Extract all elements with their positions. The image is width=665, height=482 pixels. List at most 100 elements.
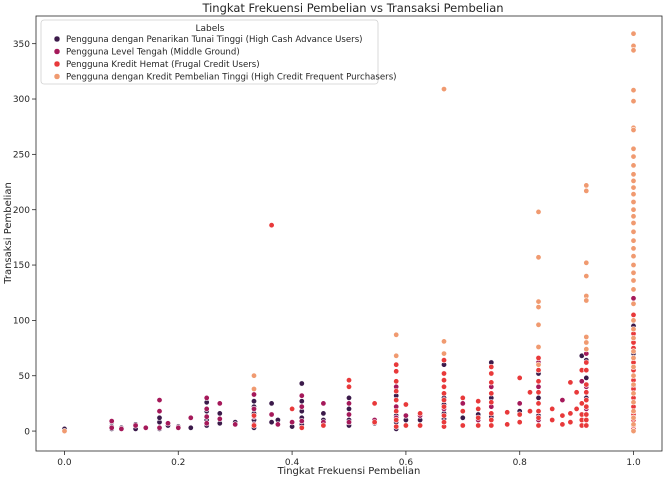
- data-point: [488, 416, 495, 423]
- data-point: [630, 162, 637, 169]
- data-point: [630, 421, 637, 428]
- data-point: [567, 379, 574, 386]
- data-point: [251, 391, 258, 398]
- data-point: [630, 300, 637, 307]
- data-point: [108, 418, 115, 425]
- data-point: [535, 298, 542, 305]
- data-point: [535, 361, 542, 368]
- data-point: [630, 295, 637, 302]
- data-points: [61, 30, 637, 435]
- data-point: [156, 408, 163, 415]
- data-point: [488, 399, 495, 406]
- data-point: [298, 403, 305, 410]
- data-point: [345, 383, 352, 390]
- data-point: [630, 326, 637, 333]
- data-point: [630, 253, 637, 260]
- data-point: [345, 405, 352, 412]
- data-point: [440, 338, 447, 345]
- data-point: [203, 413, 210, 420]
- data-point: [440, 357, 447, 364]
- data-point: [175, 424, 182, 431]
- data-point: [298, 380, 305, 387]
- data-point: [268, 400, 275, 407]
- data-point: [440, 397, 447, 404]
- data-point: [440, 390, 447, 397]
- data-point: [320, 410, 327, 417]
- data-point: [156, 424, 163, 431]
- series-4: [61, 30, 637, 435]
- data-point: [216, 410, 223, 417]
- legend-entries: Pengguna dengan Penarikan Tunai Tinggi (…: [53, 35, 397, 83]
- data-point: [393, 397, 400, 404]
- legend-label: Pengguna Level Tengah (Middle Ground): [66, 48, 240, 58]
- data-point: [630, 399, 637, 406]
- data-point: [156, 397, 163, 404]
- data-point: [393, 416, 400, 423]
- data-point: [289, 419, 296, 426]
- legend-label: Pengguna Kredit Hemat (Frugal Credit Use…: [66, 60, 260, 70]
- data-point: [459, 408, 466, 415]
- data-point: [187, 414, 194, 421]
- data-point: [488, 390, 495, 397]
- data-point: [156, 414, 163, 421]
- data-point: [559, 397, 566, 404]
- y-tick-label: 300: [13, 95, 30, 105]
- data-point: [459, 422, 466, 429]
- data-point: [583, 346, 590, 353]
- data-point: [583, 182, 590, 189]
- data-point: [393, 331, 400, 338]
- data-point: [630, 220, 637, 227]
- data-point: [583, 374, 590, 381]
- data-point: [488, 422, 495, 429]
- data-point: [526, 408, 533, 415]
- data-point: [393, 368, 400, 375]
- y-tick-label: 0: [24, 427, 30, 437]
- data-point: [393, 388, 400, 395]
- data-point: [298, 398, 305, 405]
- data-point: [583, 381, 590, 388]
- data-point: [578, 378, 585, 385]
- data-point: [345, 411, 352, 418]
- data-point: [488, 379, 495, 386]
- data-point: [630, 348, 637, 355]
- data-point: [393, 423, 400, 430]
- data-point: [630, 261, 637, 268]
- data-point: [298, 418, 305, 425]
- data-point: [268, 419, 275, 426]
- data-point: [459, 400, 466, 407]
- data-point: [440, 412, 447, 419]
- data-point: [583, 422, 590, 429]
- data-point: [345, 419, 352, 426]
- data-point: [274, 421, 281, 428]
- data-point: [417, 410, 424, 417]
- data-point: [630, 317, 637, 324]
- data-point: [630, 228, 637, 235]
- data-point: [583, 389, 590, 396]
- data-point: [583, 187, 590, 194]
- data-point: [203, 394, 210, 401]
- data-point: [345, 400, 352, 407]
- data-point: [440, 403, 447, 410]
- y-axis-label: Transaksi Pembelian: [3, 182, 14, 285]
- data-point: [583, 297, 590, 304]
- data-point: [630, 177, 637, 184]
- data-point: [320, 400, 327, 407]
- data-point: [440, 350, 447, 357]
- data-point: [535, 304, 542, 311]
- data-point: [216, 400, 223, 407]
- data-point: [440, 377, 447, 384]
- data-point: [630, 171, 637, 178]
- data-point: [573, 389, 580, 396]
- data-point: [298, 392, 305, 399]
- data-point: [475, 414, 482, 421]
- data-point: [203, 405, 210, 412]
- x-tick-label: 0.0: [57, 458, 72, 468]
- y-tick-label: 50: [19, 372, 31, 382]
- data-point: [583, 416, 590, 423]
- data-point: [630, 245, 637, 252]
- x-tick-label: 1.0: [626, 458, 641, 468]
- data-point: [440, 383, 447, 390]
- y-tick-label: 350: [13, 40, 30, 50]
